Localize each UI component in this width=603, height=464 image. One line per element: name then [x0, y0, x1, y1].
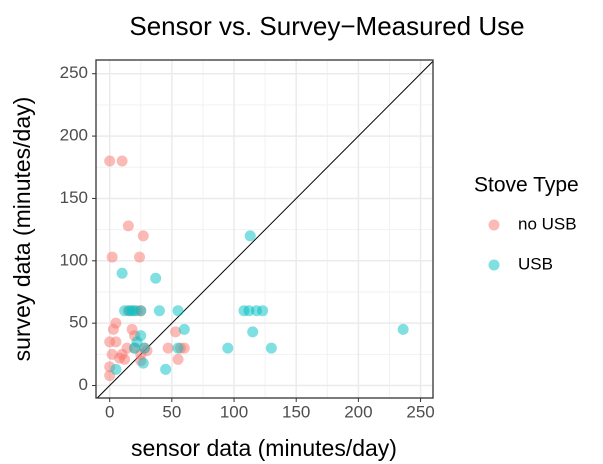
point — [397, 323, 409, 335]
x-tick-label: 250 — [406, 402, 434, 421]
point — [172, 353, 184, 365]
point — [110, 317, 122, 329]
point — [110, 336, 122, 348]
point — [137, 230, 149, 242]
legend-key — [488, 219, 500, 231]
y-tick-label: 200 — [60, 126, 88, 145]
point — [126, 305, 138, 317]
x-tick-label: 100 — [220, 402, 248, 421]
panel-border — [95, 59, 434, 399]
x-axis-label: sensor data (minutes/day) — [131, 435, 397, 461]
legend-label: no USB — [518, 214, 577, 233]
x-tick-label: 50 — [162, 402, 181, 421]
point — [172, 305, 184, 317]
legend-title: Stove Type — [474, 174, 579, 197]
y-tick-label: 50 — [69, 313, 88, 332]
point — [119, 353, 131, 365]
point — [104, 155, 116, 167]
point — [122, 220, 134, 232]
point — [170, 326, 182, 338]
point — [162, 342, 174, 354]
point — [138, 342, 150, 354]
point — [110, 363, 122, 375]
y-tick-label: 250 — [60, 63, 88, 82]
point — [116, 155, 128, 167]
y-tick-label: 150 — [60, 188, 88, 207]
identity-line — [96, 60, 434, 399]
point — [106, 251, 118, 263]
point — [116, 267, 128, 279]
point — [153, 305, 165, 317]
y-tick-label: 0 — [79, 375, 88, 394]
point — [244, 230, 256, 242]
point — [265, 342, 277, 354]
point — [129, 342, 141, 354]
point — [222, 342, 234, 354]
point — [134, 251, 146, 263]
chart-title: Sensor vs. Survey−Measured Use — [129, 11, 524, 41]
point — [137, 357, 149, 369]
legend-label: USB — [518, 254, 553, 273]
y-axis-label: survey data (minutes/day) — [9, 97, 35, 362]
legend-key — [488, 259, 500, 271]
point — [135, 305, 147, 317]
x-tick-label: 200 — [344, 402, 372, 421]
x-tick-label: 150 — [282, 402, 310, 421]
point — [135, 330, 147, 342]
point — [150, 272, 162, 284]
point — [172, 342, 184, 354]
point — [160, 363, 172, 375]
point — [257, 305, 269, 317]
x-tick-label: 0 — [105, 402, 114, 421]
point — [178, 323, 190, 335]
point — [247, 326, 259, 338]
y-tick-label: 100 — [60, 250, 88, 269]
